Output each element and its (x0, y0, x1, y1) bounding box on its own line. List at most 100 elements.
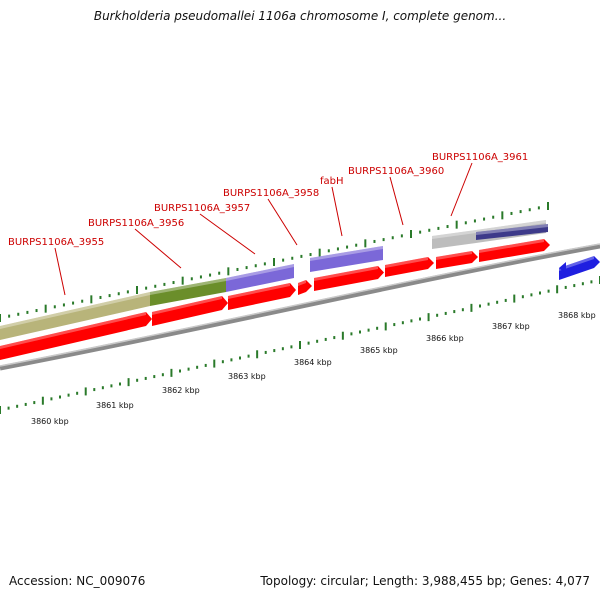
scale-label: 3867 kbp (492, 322, 530, 331)
inner-ruler-tick (504, 298, 507, 302)
inner-ruler-tick (410, 319, 413, 323)
inner-ruler-tick (470, 303, 473, 312)
inner-ruler-tick (513, 294, 516, 303)
inner-ruler-tick (273, 349, 276, 353)
scale-group: 3860 kbp 3861 kbp 3862 kbp 3863 kbp 3864 kbp… (31, 311, 596, 426)
outer-ruler-tick (245, 266, 248, 270)
inner-ruler-tick (41, 396, 44, 405)
map-title: Burkholderia pseudomallei 1106a chromoso… (93, 9, 507, 23)
outer-ruler-tick (72, 301, 75, 305)
scale-label: 3862 kbp (162, 386, 200, 395)
inner-ruler-tick (316, 339, 319, 343)
gene-callout-line (199, 213, 256, 255)
outer-ruler-tick (108, 294, 111, 298)
cds-arrow-shine (298, 280, 306, 286)
outer-ruler-tick (419, 230, 422, 234)
outer-ruler-tick (236, 267, 239, 271)
inner-ruler-tick (50, 397, 53, 401)
green-feature-shine (150, 278, 226, 295)
outer-ruler-tick (355, 243, 358, 247)
gray-feature-shine (432, 230, 476, 239)
inner-ruler-tick (264, 350, 267, 354)
outer-ruler-tick (400, 234, 403, 238)
backbone-line (0, 243, 600, 371)
scale-label: 3868 kbp (558, 311, 596, 320)
inner-ruler-tick (24, 402, 27, 406)
olive-feature-shine (0, 292, 150, 329)
outer-ruler-tick (26, 310, 29, 314)
outer-ruler-tick (282, 258, 285, 262)
outer-ruler-tick (0, 314, 1, 322)
cds-arrow-shine (385, 257, 428, 268)
outer-ruler-tick (117, 292, 120, 296)
outer-ruler-tick (428, 228, 431, 232)
cds-arrow-shine (0, 312, 146, 349)
outer-ruler-tick (199, 275, 202, 279)
cds-arrow-shine (152, 296, 222, 315)
navy-feature (476, 224, 548, 240)
outer-ruler-tick (227, 267, 230, 276)
outer-ruler-tick (519, 210, 522, 214)
purple-feature (226, 264, 294, 292)
backbone-highlight (0, 243, 600, 367)
gene-callout-line (267, 198, 298, 246)
inner-ruler-tick (581, 282, 584, 286)
inner-ruler-tick (230, 358, 233, 362)
outer-ruler-tick (81, 299, 84, 303)
inner-ruler-tick (93, 388, 96, 392)
gray-feature-shine (476, 220, 546, 233)
outer-ruler-tick (547, 202, 549, 210)
feature-group (0, 220, 600, 360)
inner-ruler-tick (153, 375, 156, 379)
blue-feature-head (559, 262, 566, 274)
outer-ruler-tick (455, 220, 458, 229)
outer-ruler-tick (62, 303, 65, 307)
inner-ruler-tick (564, 285, 567, 289)
inner-ruler-tick (204, 363, 207, 367)
inner-ruler-tick (359, 330, 361, 334)
inner-ruler-tick (324, 337, 327, 341)
gene-label: BURPS1106A_3955 (8, 237, 104, 248)
outer-ruler-tick (90, 295, 93, 304)
accession-label: Accession: NC_009076 (9, 574, 146, 588)
gene-callout-line (134, 228, 182, 269)
blue-feature (559, 256, 600, 280)
gene-callout-line (54, 247, 66, 296)
outer-ruler-tick (181, 276, 184, 285)
outer-ruler-tick (391, 236, 394, 240)
outer-ruler-tick (145, 286, 148, 290)
scale-label: 3863 kbp (228, 372, 266, 381)
inner-ruler-tick (299, 341, 301, 349)
inner-ruler-tick (256, 350, 259, 359)
inner-ruler-tick (453, 310, 456, 314)
cds-arrow (228, 283, 296, 310)
purple-feature (310, 246, 383, 272)
cds-arrow (298, 280, 312, 295)
navy-feature-shine (476, 224, 548, 235)
gene-callout-line (389, 176, 404, 226)
outer-ruler-tick (126, 290, 129, 294)
gene-label: BURPS1106A_3961 (432, 152, 528, 163)
inner-ruler-tick (376, 326, 379, 330)
outer-ruler-tick (218, 271, 221, 275)
scale-label: 3866 kbp (426, 334, 464, 343)
inner-ruler-tick (427, 313, 430, 322)
outer-ruler-tick (8, 314, 11, 318)
outer-ruler-tick (254, 264, 257, 268)
purple-feature-shine (310, 246, 383, 261)
cds-arrow (314, 266, 384, 291)
gene-label: BURPS1106A_3957 (154, 203, 250, 214)
inner-ruler-tick (136, 378, 139, 382)
gray-feature (432, 230, 476, 249)
inner-ruler-tick (33, 401, 36, 405)
outer-ruler-tick (410, 230, 412, 238)
inner-ruler-tick (341, 331, 344, 340)
inner-ruler-tick (521, 295, 524, 299)
inner-ruler-tick (539, 291, 541, 295)
inner-ruler-tick (384, 322, 387, 331)
inner-ruler-tick (436, 313, 439, 317)
inner-ruler-tick (307, 341, 310, 345)
scale-label: 3865 kbp (360, 346, 398, 355)
outer-ruler-tick (336, 247, 339, 251)
